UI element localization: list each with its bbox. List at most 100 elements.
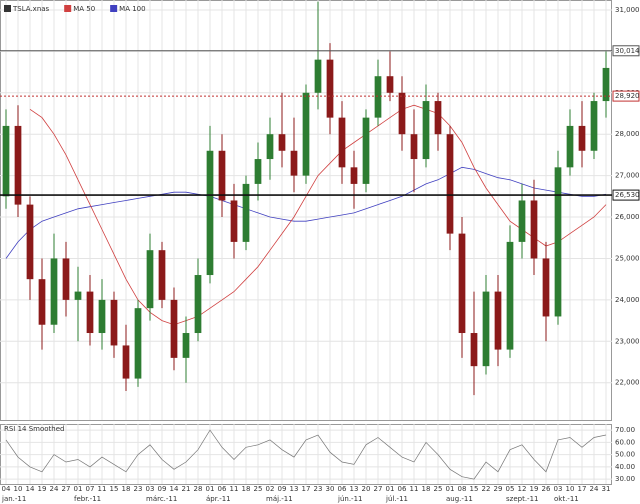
x-tick-label: 14 xyxy=(170,485,179,493)
candle-body xyxy=(398,92,406,135)
candle-body xyxy=(290,150,298,176)
x-tick-label: 24 xyxy=(590,485,599,493)
ma100-line xyxy=(5,166,607,259)
candle-body xyxy=(266,134,274,160)
x-tick-label: 27 xyxy=(374,485,383,493)
candle-body xyxy=(422,101,430,160)
y-tick-label: 26,000 xyxy=(615,213,640,221)
candle-body xyxy=(518,200,526,242)
candle-body xyxy=(542,258,550,317)
candle-body xyxy=(410,134,418,160)
legend-swatch xyxy=(64,5,72,12)
candle-body xyxy=(326,59,334,118)
x-tick-label: 01 xyxy=(74,485,83,493)
month-label: jan.-11 xyxy=(1,495,26,503)
candle-body xyxy=(38,279,46,325)
candle-body xyxy=(170,299,178,358)
x-tick-label: 11 xyxy=(98,485,107,493)
candle-body xyxy=(458,233,466,334)
x-tick-label: 01 xyxy=(206,485,215,493)
candle-body xyxy=(530,200,538,259)
candle-body xyxy=(110,299,118,346)
candle-body xyxy=(74,291,82,300)
candle-body xyxy=(374,76,382,118)
y-tick-label: 25,000 xyxy=(615,254,640,262)
x-tick-label: 23 xyxy=(134,485,143,493)
level-label-box xyxy=(612,90,640,102)
candle-body xyxy=(230,200,238,242)
y-tick-label: 22,000 xyxy=(615,379,640,387)
candle-body xyxy=(206,150,214,276)
y-tick-label: 40.00 xyxy=(615,463,635,471)
x-tick-label: 19 xyxy=(38,485,47,493)
candle-body xyxy=(602,67,610,102)
candle-body xyxy=(494,291,502,350)
candle-body xyxy=(62,258,70,300)
y-tick-label: 23,000 xyxy=(615,337,640,345)
x-tick-label: 01 xyxy=(446,485,455,493)
candle-body xyxy=(134,308,142,379)
month-label: febr.-11 xyxy=(74,495,101,503)
y-tick-label: 30.00 xyxy=(615,475,635,483)
month-label: jún.-11 xyxy=(337,495,362,503)
legend-label: TSLA.xnas xyxy=(12,5,50,13)
y-tick-label: 60.00 xyxy=(615,438,635,446)
candle-body xyxy=(50,258,58,325)
x-tick-label: 30 xyxy=(326,485,335,493)
y-tick-label: 31,000 xyxy=(615,6,640,14)
x-tick-label: 26 xyxy=(542,485,551,493)
candle-body xyxy=(14,125,22,205)
x-tick-label: 06 xyxy=(338,485,347,493)
y-tick-label: 70.00 xyxy=(615,426,635,434)
x-tick-label: 31 xyxy=(602,485,611,493)
x-tick-label: 09 xyxy=(278,485,287,493)
legend-swatch xyxy=(110,5,118,12)
candle-body xyxy=(338,117,346,168)
candle-body xyxy=(434,101,442,135)
rsi-line xyxy=(5,429,607,480)
x-tick-label: 11 xyxy=(410,485,419,493)
x-tick-label: 06 xyxy=(218,485,227,493)
level-label: 30,014 xyxy=(615,47,640,55)
x-tick-label: 13 xyxy=(350,485,359,493)
candle-body xyxy=(506,241,514,350)
candle-body xyxy=(590,101,598,151)
candle-body xyxy=(146,250,154,309)
level-label-box xyxy=(612,189,640,201)
candle-body xyxy=(86,291,94,334)
candle-body xyxy=(158,250,166,300)
x-tick-label: 03 xyxy=(554,485,563,493)
month-label: aug.-11 xyxy=(446,495,473,503)
level-label: 26,530 xyxy=(615,191,640,199)
x-tick-label: 12 xyxy=(518,485,527,493)
x-tick-label: 06 xyxy=(398,485,407,493)
legend-label: MA 100 xyxy=(119,5,145,13)
x-tick-label: 18 xyxy=(422,485,431,493)
x-tick-label: 18 xyxy=(122,485,131,493)
x-tick-label: 24 xyxy=(50,485,59,493)
candle-body xyxy=(278,134,286,151)
y-tick-label: 50.00 xyxy=(615,451,635,459)
x-tick-label: 11 xyxy=(230,485,239,493)
y-tick-label: 27,000 xyxy=(615,172,640,180)
x-tick-label: 08 xyxy=(458,485,467,493)
x-tick-label: 15 xyxy=(470,485,479,493)
x-tick-label: 25 xyxy=(254,485,263,493)
candle-body xyxy=(2,125,10,197)
x-tick-label: 17 xyxy=(302,485,311,493)
x-tick-label: 17 xyxy=(578,485,587,493)
candle-body xyxy=(362,117,370,184)
candle-body xyxy=(470,333,478,367)
x-tick-label: 19 xyxy=(530,485,539,493)
candle-body xyxy=(302,92,310,176)
x-tick-label: 03 xyxy=(146,485,155,493)
x-tick-label: 05 xyxy=(506,485,515,493)
x-tick-label: 04 xyxy=(2,485,11,493)
candle-body xyxy=(26,204,34,280)
month-label: ápr.-11 xyxy=(206,495,231,503)
x-tick-label: 22 xyxy=(482,485,491,493)
candle-body xyxy=(122,345,130,379)
month-label: okt.-11 xyxy=(554,495,579,503)
candle-body xyxy=(578,125,586,151)
x-tick-label: 15 xyxy=(110,485,119,493)
